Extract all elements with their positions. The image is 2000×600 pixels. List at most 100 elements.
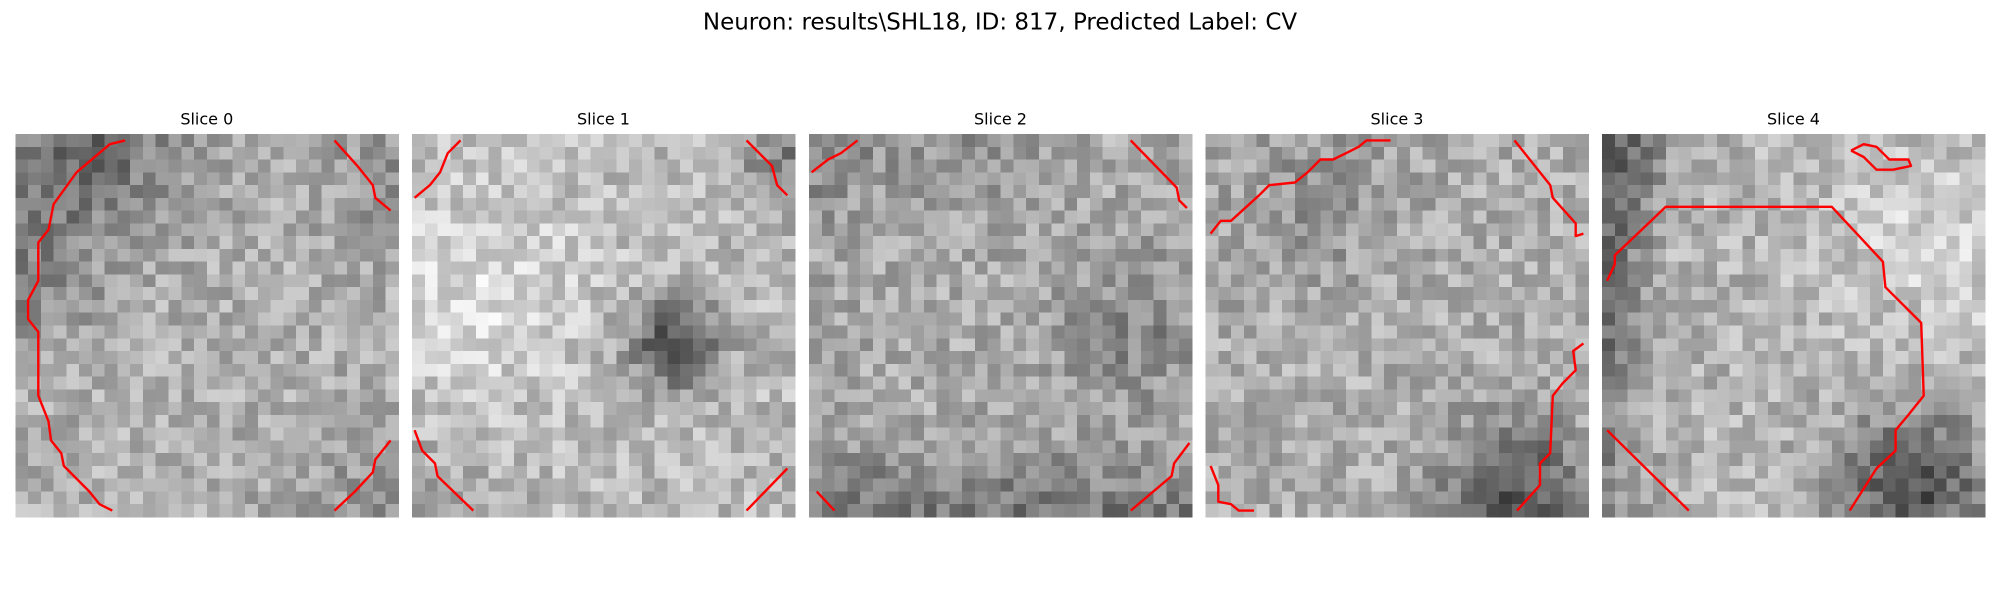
pixel [987, 414, 1002, 429]
pixel [1882, 351, 1897, 365]
pixel [372, 248, 387, 263]
pixel [1959, 363, 1973, 378]
pixel [142, 223, 157, 237]
pixel [514, 389, 528, 403]
pixel [1499, 376, 1513, 390]
pixel [1166, 287, 1180, 301]
pixel [1640, 376, 1654, 390]
pixel [1767, 172, 1782, 186]
pixel [1742, 351, 1756, 365]
pixel [1166, 248, 1180, 263]
pixel [1844, 210, 1858, 224]
pixel [1524, 351, 1539, 365]
pixel [1013, 440, 1027, 454]
pixel [590, 261, 605, 276]
pixel [1678, 414, 1692, 429]
pixel [117, 338, 131, 352]
pixel [1870, 223, 1884, 237]
pixel [603, 414, 617, 429]
pixel [1038, 299, 1053, 314]
pixel [667, 210, 681, 224]
pixel [1140, 453, 1155, 467]
pixel [1767, 236, 1782, 250]
pixel [1013, 134, 1027, 148]
pixel [667, 465, 681, 480]
pixel [1089, 172, 1104, 186]
pixel [1691, 287, 1705, 301]
pixel [936, 376, 951, 390]
pixel [514, 159, 528, 173]
pixel [718, 172, 732, 186]
pixel [705, 312, 719, 327]
pixel [1089, 287, 1104, 301]
pixel [1153, 427, 1168, 441]
pixel [270, 248, 284, 263]
pixel [1550, 159, 1564, 173]
pixel [1959, 351, 1973, 365]
pixel [923, 185, 938, 199]
pixel [1294, 210, 1309, 224]
pixel [66, 402, 80, 416]
pixel [15, 146, 29, 161]
pixel [1269, 389, 1283, 403]
pixel [1780, 134, 1795, 148]
pixel [1307, 351, 1321, 365]
pixel [232, 159, 246, 173]
pixel [847, 248, 861, 263]
pixel [1793, 414, 1807, 429]
pixel [680, 197, 694, 212]
pixel [1627, 504, 1641, 518]
pixel [539, 465, 554, 480]
pixel [1819, 465, 1833, 480]
pixel [501, 440, 515, 454]
pixel [898, 236, 912, 250]
pixel [911, 197, 925, 212]
pixel [552, 376, 566, 390]
pixel [104, 414, 119, 429]
pixel [1026, 325, 1040, 339]
pixel [1038, 389, 1053, 403]
pixel [1653, 351, 1667, 365]
pixel [1282, 287, 1296, 301]
pixel [15, 261, 29, 276]
pixel [641, 440, 656, 454]
pixel [1422, 223, 1436, 237]
pixel [1704, 414, 1718, 429]
pixel [1051, 274, 1065, 288]
pixel [1640, 299, 1654, 314]
pixel [1358, 465, 1373, 480]
pixel [1486, 287, 1500, 301]
pixel [1537, 414, 1551, 429]
pixel [1575, 210, 1590, 224]
pixel [463, 453, 477, 467]
pixel [1959, 159, 1973, 173]
pixel [1921, 210, 1935, 224]
pixel [1218, 287, 1232, 301]
pixel [372, 159, 387, 173]
pixel [1435, 465, 1449, 480]
pixel [705, 223, 719, 237]
pixel [1358, 478, 1373, 493]
pixel [1562, 389, 1577, 403]
pixel [219, 159, 233, 173]
pixel [526, 465, 541, 480]
pixel [1806, 351, 1820, 365]
pixel [705, 478, 719, 493]
pixel [782, 210, 796, 224]
pixel [1128, 465, 1142, 480]
pixel [1882, 223, 1897, 237]
pixel [769, 402, 783, 416]
pixel [616, 453, 630, 467]
pixel [501, 312, 515, 327]
pixel [898, 440, 912, 454]
pixel [283, 504, 297, 518]
pixel [1486, 312, 1500, 327]
pixel [1653, 146, 1667, 161]
pixel [53, 402, 67, 416]
pixel [756, 465, 771, 480]
pixel [1806, 363, 1820, 378]
pixel [283, 146, 297, 161]
pixel [987, 427, 1002, 441]
pixel [1806, 248, 1820, 263]
pixel [232, 274, 246, 288]
